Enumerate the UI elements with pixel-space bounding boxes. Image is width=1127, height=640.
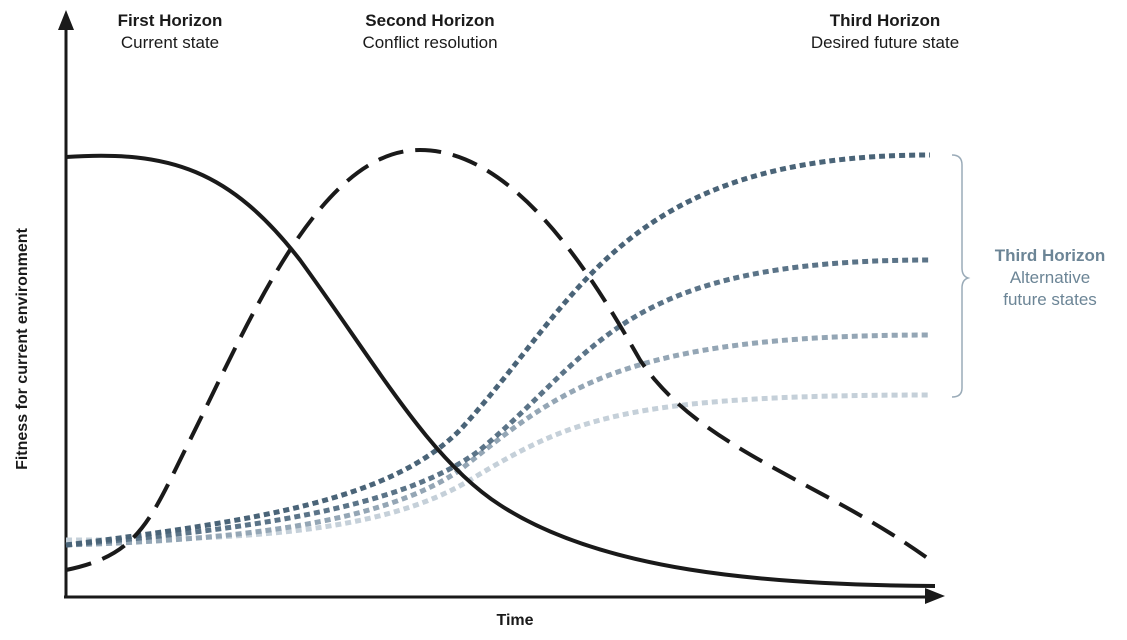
alternatives-bracket	[951, 154, 971, 398]
second-horizon-curve	[65, 147, 932, 572]
first-horizon-curve	[65, 153, 936, 588]
first-horizon-subtitle: Current state	[120, 33, 220, 52]
second-horizon-subtitle: Conflict resolution	[362, 33, 498, 52]
third-horizon-curve-faint	[65, 392, 931, 543]
alternative-futures-label: Third Horizon Alternative future states	[975, 245, 1125, 311]
third-horizon-curve-light	[65, 332, 931, 548]
alternative-futures-line-2: future states	[1003, 290, 1097, 309]
second-horizon-heading: Second Horizon Conflict resolution	[320, 10, 540, 54]
y-axis-label: Fitness for current environment	[14, 228, 31, 470]
x-axis-label: Time	[496, 612, 534, 629]
alternative-futures-title: Third Horizon	[994, 246, 1106, 265]
second-horizon-title: Second Horizon	[365, 11, 495, 30]
third-horizon-curve-mid	[65, 257, 931, 548]
first-horizon-heading: First Horizon Current state	[85, 10, 255, 54]
third-horizon-curve-strong	[65, 152, 931, 548]
third-horizon-heading: Third Horizon Desired future state	[770, 10, 1000, 54]
third-horizon-subtitle: Desired future state	[810, 33, 960, 52]
first-horizon-title: First Horizon	[117, 11, 223, 30]
third-horizon-title: Third Horizon	[829, 11, 941, 30]
alternative-futures-line-1: Alternative	[1009, 268, 1091, 287]
y-axis-arrow-icon	[58, 10, 74, 30]
x-axis-arrow-icon	[925, 588, 945, 604]
